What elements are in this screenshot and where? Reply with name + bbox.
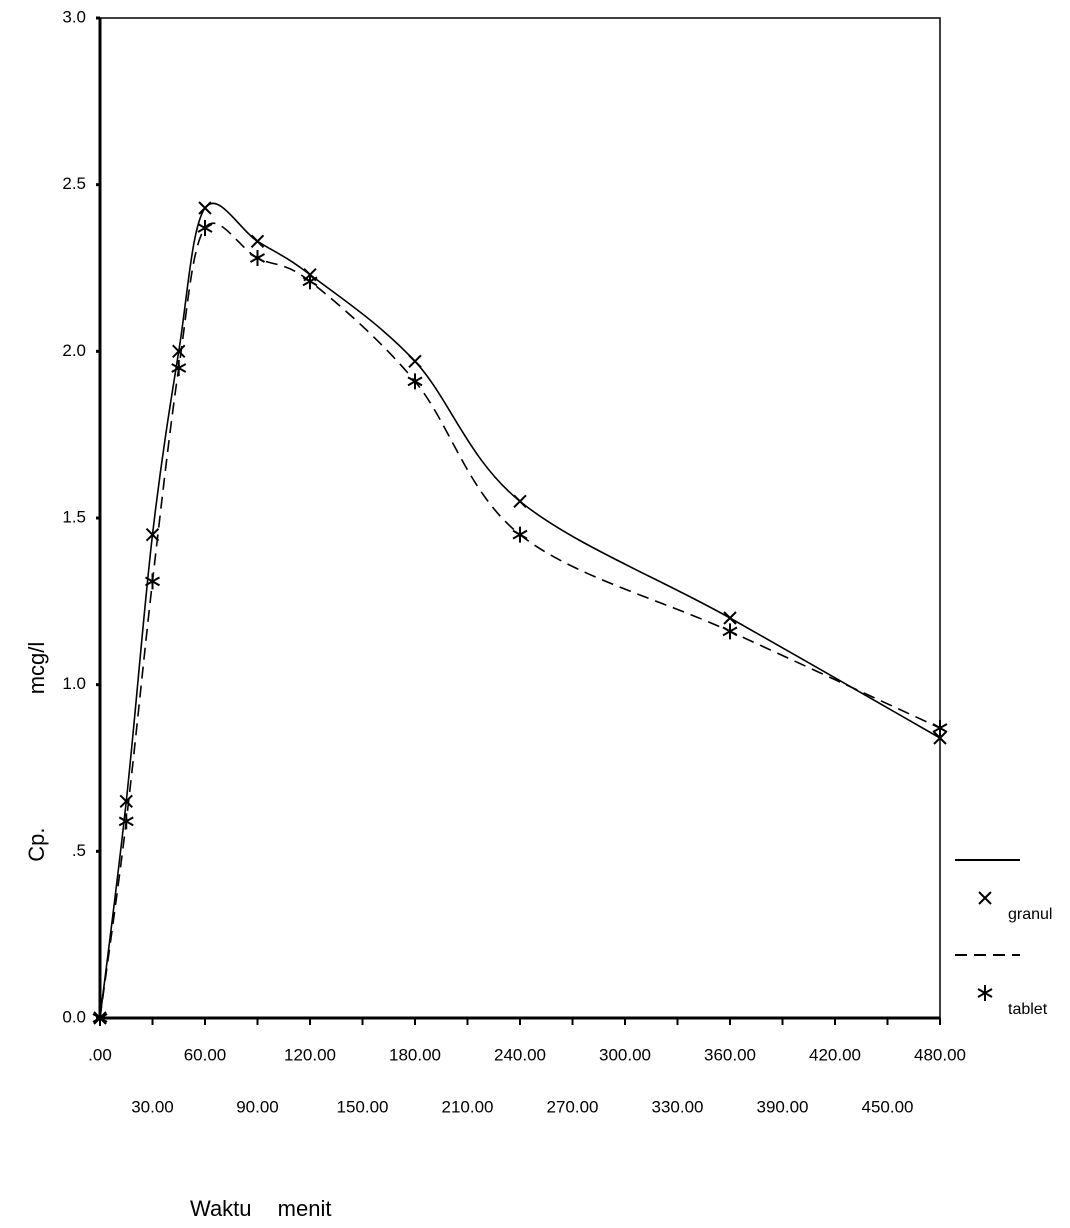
marker — [171, 360, 187, 376]
y-tick-label: 2.5 — [62, 174, 86, 193]
marker — [119, 794, 133, 809]
y-axis-label: mcg/l — [24, 642, 49, 695]
marker — [92, 1010, 108, 1026]
x-tick-label: 480.00 — [914, 1045, 966, 1064]
x-tick-label: 300.00 — [599, 1045, 651, 1064]
x-tick-label: .00 — [88, 1045, 112, 1064]
y-tick-label: 3.0 — [62, 7, 86, 26]
series-line — [99, 222, 941, 1019]
x-tick-label: 60.00 — [184, 1045, 227, 1064]
marker — [722, 623, 738, 640]
x-tick-label: 420.00 — [809, 1045, 861, 1064]
x-tick-label: 120.00 — [284, 1045, 336, 1064]
x-tick-label: 450.00 — [862, 1097, 914, 1116]
marker — [198, 201, 212, 215]
marker — [932, 720, 948, 736]
marker — [172, 344, 186, 359]
x-tick-label: 270.00 — [547, 1097, 599, 1116]
marker — [408, 354, 422, 369]
plot-frame — [99, 17, 941, 1019]
y-tick-label: 1.5 — [62, 507, 86, 526]
marker — [145, 527, 160, 542]
marker — [978, 891, 992, 905]
marker — [302, 273, 318, 290]
marker — [118, 813, 134, 830]
marker — [197, 220, 213, 236]
x-tick-label: 240.00 — [494, 1045, 546, 1064]
x-tick-label: 330.00 — [652, 1097, 704, 1116]
marker — [933, 731, 947, 745]
x-tick-label: 210.00 — [442, 1097, 494, 1116]
y-tick-label: 2.0 — [62, 341, 86, 360]
marker — [513, 494, 527, 509]
marker — [723, 611, 737, 625]
x-tick-label: 390.00 — [757, 1097, 809, 1116]
x-tick-label: 90.00 — [236, 1097, 279, 1116]
legend-label: granul — [1008, 906, 1052, 923]
x-tick-label: 180.00 — [389, 1045, 441, 1064]
marker — [512, 526, 528, 543]
y-axis-label: Cp. — [24, 828, 49, 862]
series-line — [99, 202, 941, 1019]
marker — [977, 985, 993, 1001]
y-tick-label: 0.0 — [62, 1007, 86, 1026]
marker — [145, 573, 160, 590]
x-tick-label: 30.00 — [131, 1097, 174, 1116]
x-tick-label: 150.00 — [337, 1097, 389, 1116]
y-tick-label: .5 — [72, 841, 86, 860]
marker — [250, 234, 265, 249]
x-axis-label: Waktu menit — [190, 1196, 331, 1221]
y-tick-label: 1.0 — [62, 674, 86, 693]
marker — [407, 373, 423, 390]
legend-label: tablet — [1008, 1001, 1048, 1018]
marker — [250, 250, 265, 266]
x-tick-label: 360.00 — [704, 1045, 756, 1064]
